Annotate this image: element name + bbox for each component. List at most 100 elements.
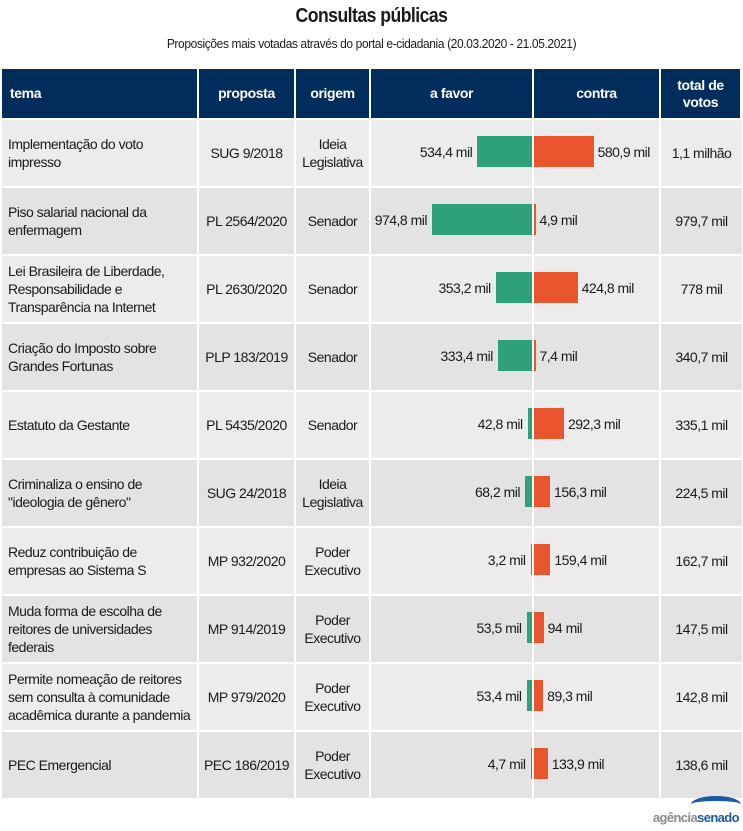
cell-origem: Poder Executivo	[296, 528, 371, 594]
label-contra: 156,3 mil	[554, 484, 607, 500]
cell-total: 1,1 milhão	[661, 120, 742, 186]
cell-contra: 94 mil	[534, 596, 661, 662]
bar-contra	[534, 204, 536, 235]
tema-text: Criação do Imposto sobre Grandes Fortuna…	[8, 340, 157, 374]
agencia-senado-logo: agênciasenado	[652, 810, 740, 825]
label-contra: 133,9 mil	[551, 756, 605, 772]
tema-text: Criminaliza o ensino de "ideologia de gê…	[8, 476, 143, 510]
bar-favor	[495, 272, 532, 303]
cell-tema: Estatuto da Gestante	[2, 392, 199, 458]
cell-favor: 333,4 mil	[371, 324, 534, 390]
cell-contra: 424,8 mil	[534, 256, 661, 322]
bar-favor	[530, 748, 532, 779]
bar-favor	[526, 612, 532, 643]
label-contra: 292,3 mil	[567, 416, 621, 432]
cell-tema: Criminaliza o ensino de "ideologia de gê…	[2, 460, 199, 526]
label-favor: 3,2 mil	[487, 552, 526, 568]
label-favor: 53,5 mil	[476, 620, 522, 636]
cell-total: 162,7 mil	[661, 528, 742, 594]
tema-text: Lei Brasileira de Liberdade, Responsabil…	[8, 263, 165, 315]
cell-tema: Reduz contribuição de empresas ao Sistem…	[2, 528, 199, 594]
bar-contra	[534, 680, 544, 711]
tema-text: Implementação do voto impresso	[8, 136, 144, 170]
logo-part1: agência	[652, 810, 698, 825]
cell-favor: 3,2 mil	[371, 528, 534, 594]
cell-favor: 534,4 mil	[371, 120, 534, 186]
label-favor: 333,4 mil	[440, 348, 494, 364]
cell-contra: 7,4 mil	[534, 324, 661, 390]
cell-tema: Lei Brasileira de Liberdade, Responsabil…	[2, 256, 199, 322]
cell-contra: 133,9 mil	[534, 732, 661, 798]
cell-origem: Senador	[296, 324, 371, 390]
cell-proposta: SUG 24/2018	[199, 460, 296, 526]
cell-favor: 353,2 mil	[371, 256, 534, 322]
cell-origem: Poder Executivo	[296, 732, 371, 798]
table-row: Reduz contribuição de empresas ao Sistem…	[2, 526, 742, 594]
cell-origem: Senador	[296, 188, 371, 254]
label-favor: 974,8 mil	[374, 212, 428, 228]
header-tema: tema	[2, 69, 199, 118]
cell-contra: 159,4 mil	[534, 528, 661, 594]
header-proposta: proposta	[199, 69, 296, 118]
label-favor: 353,2 mil	[438, 280, 491, 296]
cell-proposta: MP 914/2019	[199, 596, 296, 662]
cell-proposta: PL 5435/2020	[199, 392, 296, 458]
cell-tema: Muda forma de escolha de reitores de uni…	[2, 596, 199, 662]
label-contra: 4,9 mil	[539, 212, 578, 228]
tema-text: Reduz contribuição de empresas ao Sistem…	[8, 544, 147, 578]
header-origem: origem	[296, 69, 371, 118]
table-row: Criminaliza o ensino de "ideologia de gê…	[2, 458, 742, 526]
cell-tema: PEC Emergencial	[2, 732, 199, 798]
bar-contra	[534, 408, 564, 439]
table-row: Implementação do voto impresso SUG 9/2018…	[2, 118, 742, 186]
cell-favor: 53,4 mil	[371, 664, 534, 730]
table-row: PEC Emergencial PEC 186/2019 Poder Executi…	[2, 730, 742, 798]
label-favor: 4,7 mil	[487, 756, 526, 772]
header-total: total de votos	[661, 69, 742, 118]
bar-favor	[527, 408, 532, 439]
cell-proposta: PL 2564/2020	[199, 188, 296, 254]
cell-contra: 4,9 mil	[534, 188, 661, 254]
cell-total: 147,5 mil	[661, 596, 742, 662]
bar-contra	[534, 136, 594, 167]
bar-favor	[526, 680, 532, 711]
table-row: Estatuto da Gestante PL 5435/2020 Senador 4…	[2, 390, 742, 458]
cell-total: 778 mil	[661, 256, 742, 322]
bar-favor	[477, 136, 532, 167]
cell-proposta: PEC 186/2019	[199, 732, 296, 798]
cell-proposta: MP 932/2020	[199, 528, 296, 594]
label-favor: 53,4 mil	[476, 688, 523, 704]
cell-total: 224,5 mil	[661, 460, 742, 526]
bar-contra	[534, 612, 544, 643]
cell-origem: Poder Executivo	[296, 596, 371, 662]
cell-favor: 53,5 mil	[371, 596, 534, 662]
bar-favor	[497, 340, 532, 371]
cell-contra: 580,9 mil	[534, 120, 661, 186]
table-body: Implementação do voto impresso SUG 9/2018…	[2, 118, 742, 798]
cell-contra: 156,3 mil	[534, 460, 661, 526]
label-contra: 424,8 mil	[581, 280, 635, 296]
chart-title: Consultas públicas	[295, 5, 448, 27]
bar-contra	[534, 272, 578, 303]
cell-tema: Permite nomeação de reitores sem consult…	[2, 664, 199, 730]
cell-proposta: MP 979/2020	[199, 664, 296, 730]
table-row: Permite nomeação de reitores sem consult…	[2, 662, 742, 730]
label-contra: 7,4 mil	[539, 348, 578, 364]
cell-origem: Senador	[296, 392, 371, 458]
label-favor: 68,2 mil	[474, 484, 521, 500]
bar-favor	[530, 544, 532, 575]
table-row: Criação do Imposto sobre Grandes Fortuna…	[2, 322, 742, 390]
cell-origem: Poder Executivo	[296, 664, 371, 730]
cell-tema: Piso salarial nacional da enfermagem	[2, 188, 199, 254]
results-table: tema proposta origem a favor contra tota…	[2, 69, 742, 798]
bar-contra	[534, 340, 536, 371]
chart-subtitle: Proposições mais votadas através do port…	[166, 36, 577, 51]
table-row: Lei Brasileira de Liberdade, Responsabil…	[2, 254, 742, 322]
bar-contra	[534, 544, 551, 575]
tema-text: Muda forma de escolha de reitores de uni…	[8, 603, 162, 655]
cell-total: 340,7 mil	[661, 324, 742, 390]
tema-text: Piso salarial nacional da enfermagem	[8, 204, 147, 238]
cell-contra: 292,3 mil	[534, 392, 661, 458]
table-row: Piso salarial nacional da enfermagem PL 2…	[2, 186, 742, 254]
cell-proposta: SUG 9/2018	[199, 120, 296, 186]
